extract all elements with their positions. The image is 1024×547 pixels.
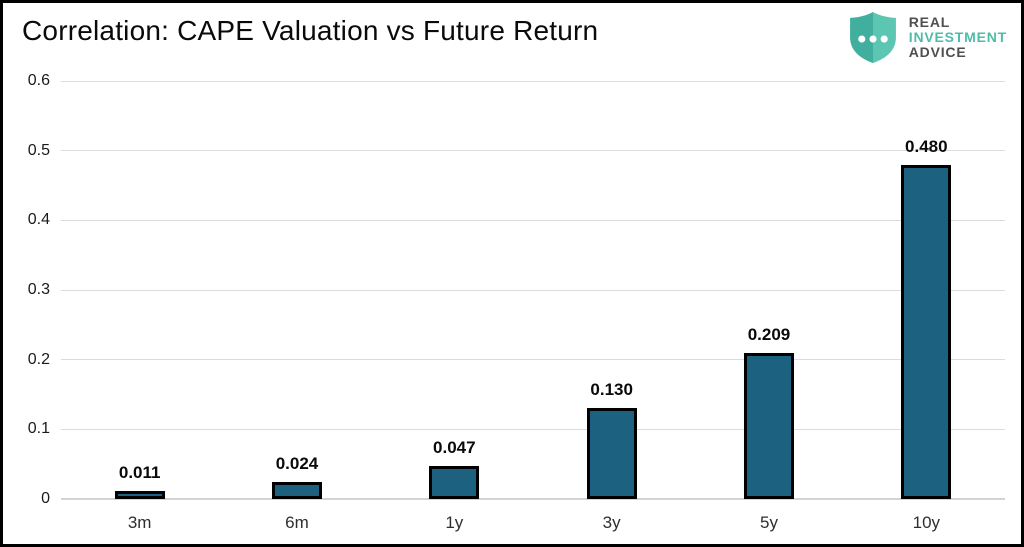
- bar-10y: [901, 164, 952, 499]
- gridline-0.1: [61, 428, 1005, 430]
- x-tick-label-3y: 3y: [602, 513, 621, 532]
- bar-value-label-6m: 0.024: [275, 454, 319, 474]
- bar-value-label-3m: 0.011: [118, 463, 161, 483]
- bar-value-label-3y: 0.130: [590, 380, 633, 400]
- gridline-0.6: [61, 80, 1005, 82]
- bar-3m: [114, 491, 165, 499]
- bar-1y: [429, 466, 480, 499]
- y-tick-label-0.3: 0.3: [27, 281, 50, 298]
- x-tick-label-3m: 3m: [127, 513, 152, 532]
- x-tick-label-6m: 6m: [285, 513, 309, 532]
- bar-3y: [586, 408, 637, 499]
- y-tick-label-0.5: 0.5: [27, 141, 50, 159]
- x-tick-label-10y: 10y: [912, 513, 941, 532]
- x-tick-label-5y: 5y: [760, 513, 778, 532]
- bar-value-label-1y: 0.047: [433, 438, 476, 458]
- brand-logo: REAL INVESTMENT ADVICE: [845, 10, 1007, 64]
- chart-title: Correlation: CAPE Valuation vs Future Re…: [22, 15, 599, 46]
- gridline-0.5: [61, 150, 1005, 152]
- plot-area: 0.011 0.024 0.047 0.130 0.209 0.480: [61, 80, 1005, 500]
- gridline-0.4: [61, 219, 1005, 221]
- shield-icon: [849, 12, 896, 63]
- y-tick-label-0.1: 0.1: [27, 420, 50, 438]
- bar-5y: [744, 353, 794, 499]
- gridline-0: [61, 498, 1005, 500]
- x-tick-label-1y: 1y: [445, 513, 464, 532]
- y-tick-label-0.4: 0.4: [27, 211, 50, 229]
- bar-value-label-10y: 0.480: [905, 136, 948, 156]
- y-tick-label-0.6: 0.6: [27, 72, 50, 89]
- y-tick-label-0: 0: [41, 490, 50, 507]
- gridline-0.2: [61, 359, 1005, 361]
- logo-line-investment: INVESTMENT: [908, 28, 1007, 45]
- logo-line-real: REAL: [908, 13, 951, 30]
- bar-6m: [272, 482, 322, 499]
- bar-value-label-5y: 0.209: [747, 325, 791, 345]
- brand-wordmark: REAL INVESTMENT ADVICE: [908, 13, 1007, 60]
- gridline-0.3: [61, 289, 1005, 291]
- logo-line-advice: ADVICE: [908, 43, 967, 60]
- y-tick-label-0.2: 0.2: [27, 350, 50, 368]
